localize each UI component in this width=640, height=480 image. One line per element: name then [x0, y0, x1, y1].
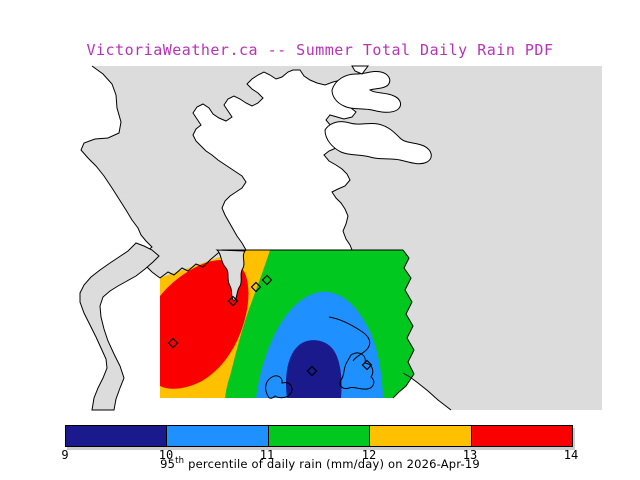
station-marker-diamond — [361, 359, 373, 371]
coast-notch-peninsula — [215, 249, 247, 302]
colorbar-caption: 95th percentile of daily rain (mm/day) o… — [0, 456, 640, 471]
station-markers — [167, 274, 373, 377]
station-marker-diamond — [261, 274, 273, 286]
station-marker-diamond — [167, 337, 179, 349]
colorbar-tick-10: 10 — [158, 448, 174, 462]
bay-water-upper — [331, 70, 402, 113]
caption-superscript: th — [175, 456, 185, 466]
field-east-coastline — [392, 249, 415, 399]
colorbar-tick-11: 11 — [259, 448, 275, 462]
bay-water-lower — [324, 121, 432, 165]
harbour-outline-channel — [328, 316, 371, 362]
rain-contour-field — [160, 250, 414, 398]
station-marker-diamond — [306, 365, 318, 377]
colorbar-segment-11-12 — [268, 426, 371, 446]
caption-number: 95 — [160, 456, 176, 471]
colorbar-tick-9: 9 — [61, 448, 69, 462]
top-edge-notch-water — [351, 65, 369, 75]
colorbar-segment-9-10 — [66, 426, 168, 446]
colorbar-tick-12: 12 — [361, 448, 377, 462]
colorbar-tick-13: 13 — [462, 448, 478, 462]
figure-title: VictoriaWeather.ca -- Summer Total Daily… — [86, 41, 554, 59]
station-marker-diamond — [250, 281, 262, 293]
colorbar — [65, 425, 573, 447]
station-marker-diamond — [227, 295, 239, 307]
harbour-outline-west — [265, 375, 293, 399]
central-inlet-water — [192, 69, 357, 251]
colorbar-segment-13-14 — [471, 426, 573, 446]
caption-text: percentile of daily rain (mm/day) on 202… — [184, 456, 480, 471]
colorbar-segment-12-13 — [370, 426, 472, 446]
contour-band-13-14 — [160, 259, 249, 389]
colorbar-tick-14: 14 — [563, 448, 579, 462]
colorbar-segment-10-11 — [167, 426, 269, 446]
southeast-coastline — [402, 372, 452, 411]
southwest-peninsula — [79, 242, 160, 411]
